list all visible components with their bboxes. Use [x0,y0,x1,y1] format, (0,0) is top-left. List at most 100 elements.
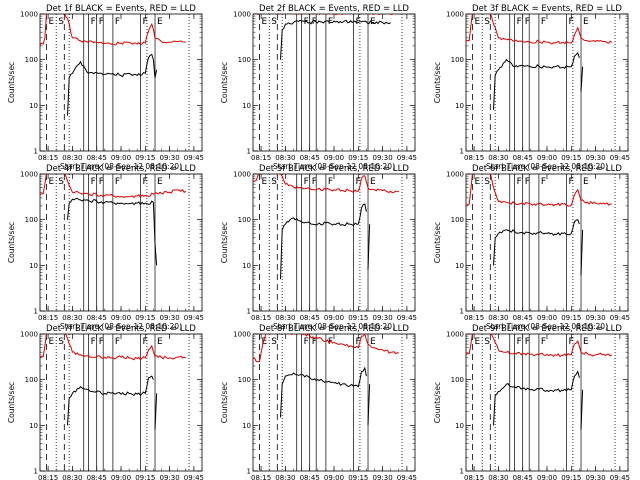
x-axis-label: Start Time (08-Sep-12 08:10:20) [486,322,608,331]
x-tick-label: 09:45 [184,314,204,322]
flag-label: E [583,17,589,27]
y-tick-label: 100 [451,216,464,224]
flag-label: F [568,177,573,187]
series-line-events [67,197,158,266]
y-tick-label: 10 [29,262,38,270]
chart-det-7: Det 7f BLACK = Events, RED = LLD 1 10 100 10… [7,324,204,480]
flag-label: F [517,177,522,187]
flag-label: S [58,337,64,347]
series-line-events [154,393,158,430]
x-tick-label: 09:15 [348,474,368,480]
x-tick-label: 08:15 [38,474,58,480]
flag-label: F [312,337,317,347]
chart-title: Det 6f BLACK = Events, RED = LLD [472,164,622,174]
series-line-lld [489,174,612,207]
flag-label: S [484,17,490,27]
x-tick-label: 09:30 [373,474,393,480]
flag-label: F [91,17,96,27]
flag-label: E [474,17,480,27]
series-line-lld [40,14,47,46]
x-tick-label: 08:45 [300,314,320,322]
y-tick-label: 10 [455,262,464,270]
x-tick-label: 09:15 [348,154,368,162]
x-tick-label: 09:00 [111,314,131,322]
y-tick-label: 100 [238,216,251,224]
flag-label: F [99,177,104,187]
series-line-events [67,53,154,116]
x-axis-label: Start Time (08-Sep-12 08:10:20) [60,162,182,171]
series-line-lld [466,14,473,42]
x-tick-label: 08:45 [513,154,533,162]
y-tick-label: 100 [451,376,464,384]
flag-label: E [157,17,163,27]
x-tick-label: 09:00 [324,314,344,322]
y-tick-label: 10 [29,102,38,110]
x-tick-label: 08:30 [275,474,295,480]
x-tick-label: 08:30 [275,154,295,162]
flag-label: E [157,337,163,347]
chart-title: Det 1f BLACK = Events, RED = LLD [46,4,196,14]
flag-label: F [142,177,147,187]
chart-title: Det 8f BLACK = Events, RED = LLD [259,324,409,334]
flag-label: F [517,17,522,27]
flag-label: E [474,337,480,347]
x-tick-label: 08:45 [87,314,107,322]
series-line-lld [490,334,613,358]
flag-label: F [99,337,104,347]
x-tick-label: 09:15 [135,314,155,322]
series-line-lld [64,14,186,46]
flag-label: E [583,177,589,187]
flag-label: S [484,177,490,187]
x-tick-label: 08:30 [488,314,508,322]
y-tick-label: 1000 [446,171,464,179]
series-line-events [280,19,392,60]
y-tick-label: 1 [460,468,464,476]
x-tick-label: 09:45 [610,154,630,162]
x-tick-label: 09:00 [324,154,344,162]
x-tick-label: 08:15 [464,154,484,162]
x-tick-label: 09:00 [537,474,557,480]
x-tick-label: 09:30 [586,154,606,162]
x-tick-label: 09:15 [348,314,368,322]
y-tick-label: 1000 [233,11,251,19]
y-axis-label: Counts/sec [220,382,229,423]
series-line-events [152,59,158,78]
flag-label: F [541,17,546,27]
flag-label: F [304,177,309,187]
chart-det-3: Det 3f BLACK = Events, RED = LLD 1 10 100 10… [433,4,630,171]
x-axis-label: Start Time (08-Sep-12 08:10:20) [486,162,608,171]
x-tick-label: 08:30 [488,474,508,480]
flag-label: F [142,17,147,27]
series-line-lld [466,174,473,207]
series-line-lld [40,174,47,196]
x-tick-label: 09:15 [561,474,581,480]
x-tick-label: 08:45 [300,474,320,480]
x-tick-label: 08:15 [251,474,271,480]
flag-label: S [58,177,64,187]
x-tick-label: 08:45 [513,474,533,480]
x-tick-label: 09:15 [561,314,581,322]
chart-det-1: Det 1f BLACK = Events, RED = LLD 1 10 100 10… [7,4,204,171]
x-tick-label: 09:30 [160,154,180,162]
flag-label: E [370,177,376,187]
y-tick-label: 10 [455,422,464,430]
y-tick-label: 100 [238,376,251,384]
x-tick-label: 08:30 [62,474,82,480]
y-tick-label: 100 [25,216,38,224]
flag-label: F [355,337,360,347]
flag-label: S [271,337,277,347]
x-tick-label: 08:45 [300,154,320,162]
flag-label: S [484,337,490,347]
y-axis-label: Counts/sec [220,222,229,263]
flag-label: F [115,337,120,347]
y-tick-label: 1000 [20,171,38,179]
chart-title: Det 2f BLACK = Events, RED = LLD [259,4,409,14]
flag-label: F [304,337,309,347]
flag-label: F [525,17,530,27]
series-line-events [367,384,371,426]
y-tick-label: 1 [34,148,38,156]
x-tick-label: 08:45 [87,474,107,480]
x-tick-label: 08:15 [251,314,271,322]
y-axis-label: Counts/sec [7,62,16,103]
